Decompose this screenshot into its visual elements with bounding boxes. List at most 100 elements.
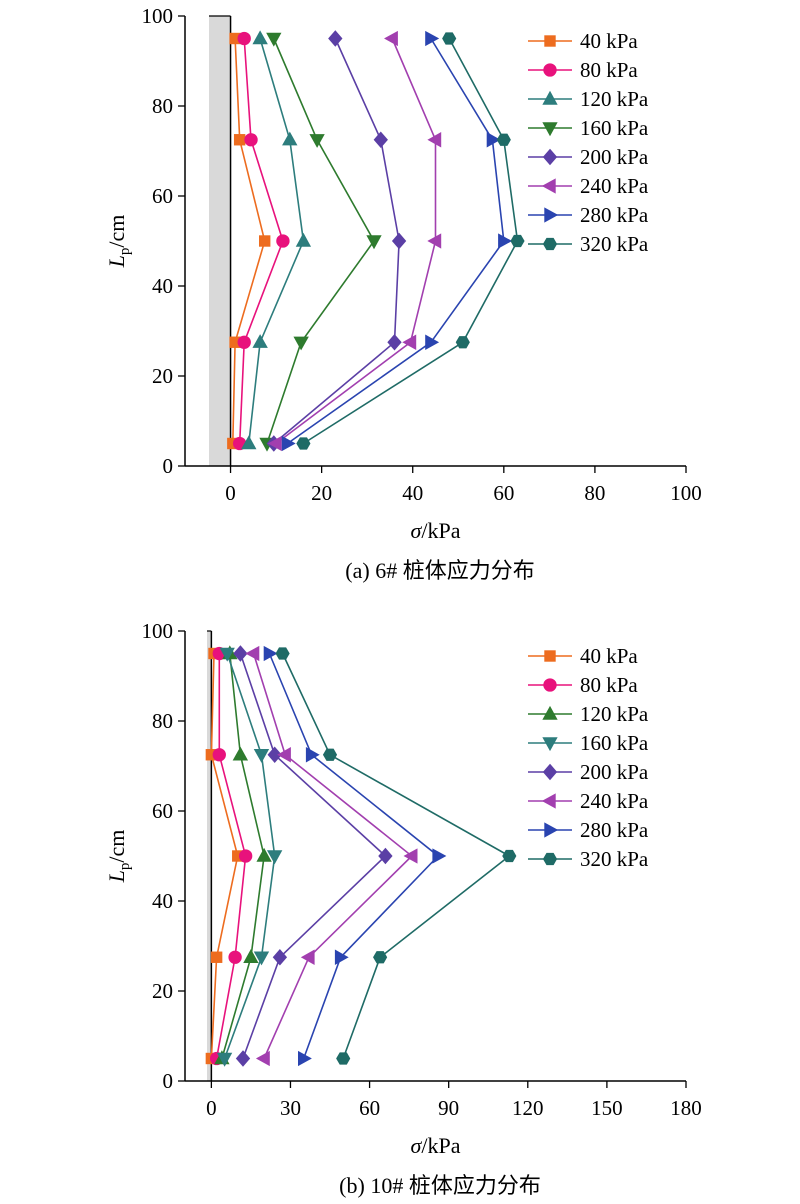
data-point-s1-p2	[210, 951, 223, 963]
data-point-s6-p4	[427, 132, 442, 148]
data-point-s4-p2	[293, 336, 309, 351]
data-point-s5-p3	[378, 847, 393, 865]
legend-label-1: 40 kPa	[580, 29, 638, 53]
data-point-s3-p2	[243, 949, 259, 963]
x-tick-label: 120	[512, 1096, 544, 1120]
data-point-s4-p4	[309, 134, 325, 148]
figure-caption: (b) 10# 桩体应力分布	[339, 1173, 541, 1198]
legend-marker-1	[544, 650, 556, 662]
chart-panel-2: 0 20 40 60 80 100 0 30 60 90 120 150 180 σ/kPa Lp/cm 40…	[104, 619, 702, 1198]
legend-label-7: 280 kPa	[580, 818, 649, 842]
legend-label-3: 120 kPa	[580, 702, 649, 726]
data-point-s6-p5	[245, 645, 260, 662]
data-point-s4-p2	[253, 951, 270, 966]
data-point-s6-p3	[403, 848, 418, 864]
legend-marker-4	[542, 737, 558, 752]
data-point-s7-p3	[498, 233, 513, 249]
legend-label-2: 80 kPa	[580, 673, 638, 697]
y-tick-label: 60	[152, 184, 173, 208]
y-tick-label: 20	[152, 364, 173, 388]
y-tick-label: 80	[152, 709, 173, 733]
data-point-s7-p1	[298, 1050, 312, 1067]
series-line-5	[273, 38, 400, 445]
legend-marker-3	[542, 90, 558, 105]
series-line-8	[281, 653, 511, 1059]
y-tick-label: 60	[152, 799, 173, 823]
data-point-s4-p3	[366, 235, 382, 250]
x-tick-label: 0	[206, 1096, 217, 1120]
data-point-s5-p2	[387, 334, 402, 351]
y-tick-label: 20	[152, 979, 173, 1003]
data-point-s1-p3	[259, 235, 271, 247]
data-point-s3-p2	[252, 334, 268, 348]
legend-label-1: 40 kPa	[580, 644, 638, 668]
data-point-s5-p5	[233, 645, 248, 662]
x-tick-label: 60	[493, 481, 514, 505]
data-point-s8-p3	[502, 849, 517, 863]
x-axis-title: σ/kPa	[411, 518, 461, 543]
pile-strip	[207, 631, 212, 1081]
data-point-s6-p4	[277, 747, 291, 763]
data-point-s3-p4	[232, 746, 249, 761]
legend-marker-7	[544, 822, 559, 838]
legend-label-8: 320 kPa	[580, 232, 649, 256]
data-point-s4-p1	[216, 1052, 233, 1067]
data-point-s4-p5	[219, 647, 235, 662]
x-tick-label: 20	[311, 481, 332, 505]
legend-label-3: 120 kPa	[580, 87, 649, 111]
data-point-s7-p1	[281, 435, 296, 452]
x-tick-label: 40	[402, 481, 423, 505]
data-point-s2-p2	[237, 335, 251, 349]
legend-label-6: 240 kPa	[580, 174, 649, 198]
y-tick-label: 80	[152, 94, 173, 118]
data-point-s5-p4	[267, 746, 282, 763]
x-tick-label: 0	[225, 481, 236, 505]
data-point-s4-p4	[253, 749, 270, 763]
data-point-s7-p5	[263, 645, 278, 662]
data-point-s7-p4	[486, 132, 501, 148]
pile-strip	[209, 16, 231, 466]
y-tick-label: 40	[152, 889, 173, 913]
data-point-s4-p3	[266, 850, 283, 865]
x-tick-label: 100	[670, 481, 702, 505]
data-point-s8-p5	[442, 32, 457, 45]
data-point-s7-p2	[334, 949, 349, 965]
data-point-s1-p4	[233, 134, 246, 146]
legend-label-4: 160 kPa	[580, 731, 649, 755]
legend-label-4: 160 kPa	[580, 116, 649, 140]
data-point-s6-p3	[427, 233, 442, 249]
data-point-s5-p3	[391, 232, 407, 250]
y-tick-label: 0	[163, 454, 174, 478]
data-point-s5-p2	[272, 949, 288, 966]
data-point-s5-p5	[328, 30, 343, 47]
y-tick-label: 40	[152, 274, 173, 298]
data-point-s6-p2	[402, 334, 417, 350]
data-point-s6-p5	[384, 30, 398, 47]
figure-caption: (a) 6# 桩体应力分布	[345, 558, 534, 583]
legend-marker-4	[542, 122, 558, 137]
data-point-s7-p4	[305, 747, 320, 763]
y-axis-title: Lp/cm	[104, 830, 133, 884]
legend-marker-2	[543, 63, 557, 77]
legend-label-5: 200 kPa	[580, 145, 649, 169]
data-point-s6-p1	[255, 1050, 270, 1067]
y-tick-label: 0	[163, 1069, 174, 1093]
legend-marker-1	[544, 35, 556, 47]
data-point-s8-p3	[510, 234, 525, 248]
data-point-s2-p2	[228, 950, 242, 964]
legend-marker-5	[542, 763, 558, 781]
data-point-s7-p2	[425, 334, 440, 350]
data-point-s2-p5	[237, 31, 251, 46]
legend-label-7: 280 kPa	[580, 203, 649, 227]
data-point-s5-p4	[373, 131, 388, 148]
legend-label-5: 200 kPa	[580, 760, 649, 784]
x-tick-label: 180	[670, 1096, 702, 1120]
data-point-s8-p4	[322, 748, 338, 761]
y-tick-label: 100	[142, 4, 174, 28]
legend-label-8: 320 kPa	[580, 847, 649, 871]
data-point-s5-p1	[235, 1050, 251, 1067]
y-axis-title: Lp/cm	[104, 215, 133, 269]
x-tick-label: 90	[438, 1096, 459, 1120]
data-point-s2-p4	[212, 748, 226, 762]
